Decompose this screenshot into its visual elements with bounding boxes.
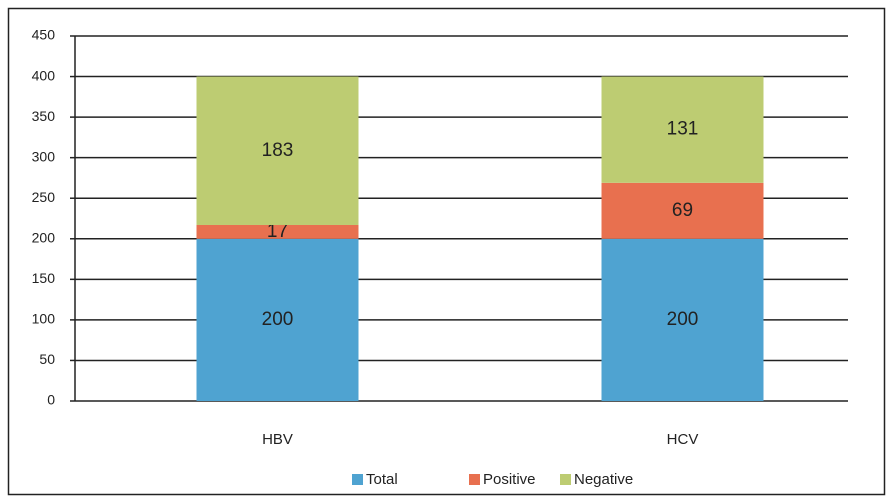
legend-swatch xyxy=(352,474,363,485)
x-tick-label: HBV xyxy=(262,431,293,448)
value-label: 200 xyxy=(262,309,294,330)
bar-segment xyxy=(601,238,764,401)
bar-segment xyxy=(196,238,359,401)
y-tick-label: 100 xyxy=(32,311,56,327)
y-tick-label: 50 xyxy=(39,351,55,367)
bar-segment xyxy=(196,76,359,225)
value-label: 131 xyxy=(667,119,699,140)
y-tick-label: 350 xyxy=(32,108,56,124)
value-label: 17 xyxy=(267,221,288,242)
x-tick-label: HCV xyxy=(667,431,699,448)
value-label: 183 xyxy=(262,140,294,161)
legend-label: Negative xyxy=(574,471,633,488)
y-tick-label: 300 xyxy=(32,148,56,164)
legend-swatch xyxy=(560,474,571,485)
bar-segment xyxy=(196,224,359,239)
legend-label: Positive xyxy=(483,471,536,488)
y-tick-label: 250 xyxy=(32,189,56,205)
y-tick-label: 200 xyxy=(32,229,56,245)
legend-swatch xyxy=(469,474,480,485)
y-tick-label: 0 xyxy=(47,392,55,408)
y-tick-label: 150 xyxy=(32,270,56,286)
y-tick-label: 400 xyxy=(32,67,56,83)
value-label: 69 xyxy=(672,200,693,221)
bar-segment xyxy=(601,182,764,239)
value-label: 200 xyxy=(667,309,699,330)
bar-segment xyxy=(601,76,764,183)
legend-label: Total xyxy=(366,471,398,488)
y-tick-label: 450 xyxy=(32,27,56,43)
